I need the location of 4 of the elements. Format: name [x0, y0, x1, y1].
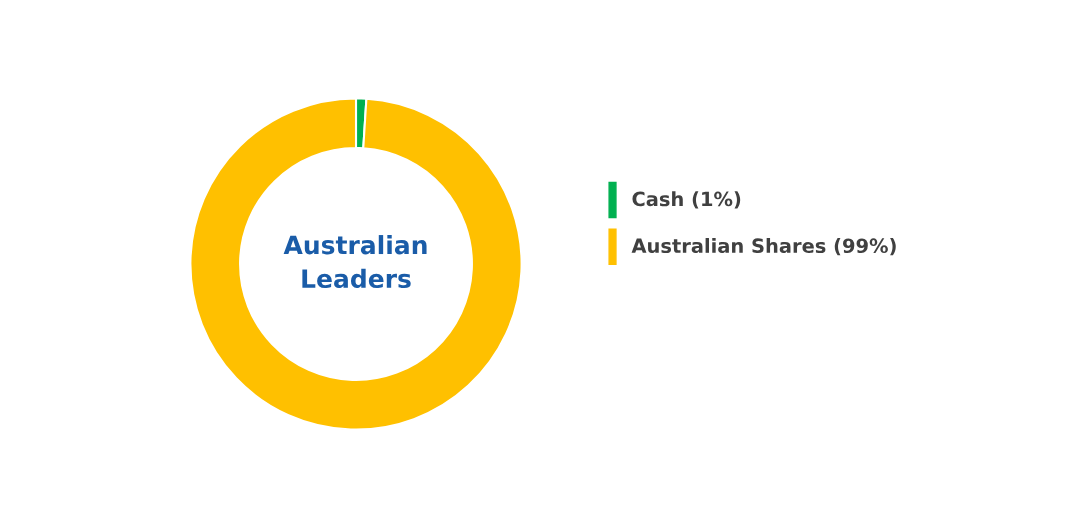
donut-slice: [189, 97, 523, 431]
text: Australian Leaders: [283, 235, 427, 289]
legend-label: Cash (1%): [632, 191, 741, 209]
legend-label: Australian Shares (99%): [631, 238, 896, 256]
